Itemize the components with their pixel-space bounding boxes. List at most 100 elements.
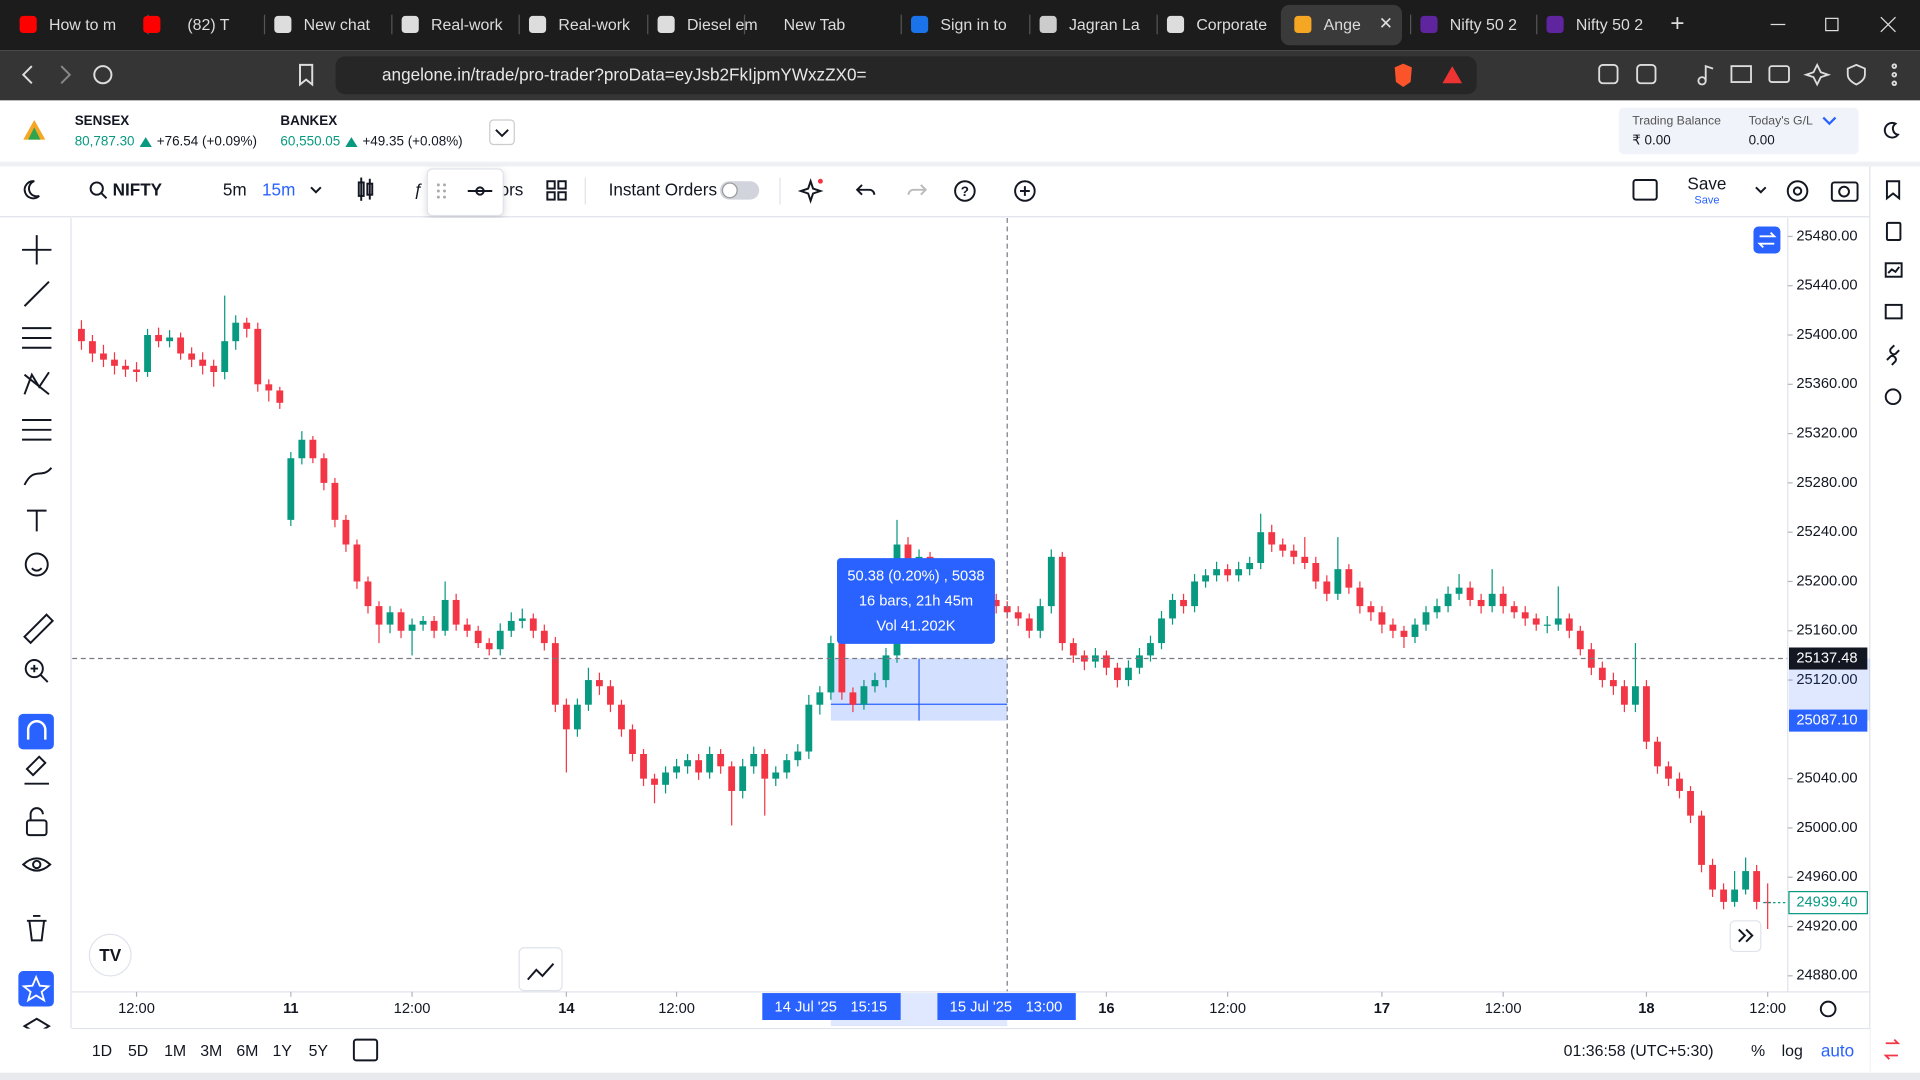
range-button[interactable]: 5Y: [309, 1043, 329, 1060]
range-button[interactable]: 1D: [92, 1043, 112, 1060]
save-menu[interactable]: [1755, 186, 1767, 194]
fullscreen[interactable]: [1632, 179, 1658, 201]
range-button[interactable]: 5D: [128, 1043, 148, 1060]
candle-body: [1246, 562, 1254, 570]
back[interactable]: [21, 65, 33, 84]
tab-title[interactable]: Sign in to: [940, 17, 1006, 34]
favorites[interactable]: [18, 971, 54, 1007]
trading-panel[interactable]: [518, 947, 563, 992]
range-button[interactable]: 3M: [200, 1043, 222, 1060]
range-button[interactable]: 1M: [164, 1043, 186, 1060]
tab-title[interactable]: Corporate: [1196, 17, 1267, 34]
save[interactable]: Save: [1687, 173, 1726, 193]
magnet[interactable]: [18, 713, 54, 750]
interval-menu[interactable]: [310, 186, 322, 194]
close-tab[interactable]: ✕: [1379, 13, 1393, 33]
candle-body: [1665, 766, 1672, 779]
label: Today's G/L: [1749, 113, 1813, 127]
redo[interactable]: [907, 184, 928, 196]
candle-body: [1345, 569, 1353, 588]
new-tab[interactable]: +: [1670, 10, 1684, 37]
log[interactable]: log: [1782, 1043, 1803, 1060]
drag-handle: [436, 183, 446, 199]
candle-body: [1279, 544, 1287, 551]
tooltip-line: 50.38 (0.20%) , 5038: [847, 568, 984, 584]
candle-body: [1609, 680, 1617, 687]
candle-body: [1499, 593, 1507, 607]
maximize[interactable]: [1825, 17, 1839, 32]
toggle-panel[interactable]: [1883, 1038, 1901, 1060]
close-window[interactable]: [1880, 16, 1896, 33]
symbol[interactable]: NIFTY: [113, 180, 163, 200]
brave-icon[interactable]: [1394, 63, 1412, 87]
sync[interactable]: [1753, 226, 1781, 254]
candle-body: [805, 704, 813, 752]
tab-title[interactable]: New Tab: [784, 17, 846, 34]
candle-body: [1709, 864, 1716, 890]
candle-body: [419, 620, 427, 625]
candle-body: [1411, 624, 1419, 637]
tab-title[interactable]: New chat: [304, 17, 371, 34]
interval[interactable]: 5m: [223, 180, 247, 200]
candle-body: [1455, 587, 1463, 594]
undo[interactable]: [855, 184, 876, 196]
axis-settings[interactable]: [1819, 1000, 1837, 1018]
layouts[interactable]: [546, 180, 567, 201]
settings[interactable]: [1786, 180, 1809, 202]
alert[interactable]: [1014, 180, 1036, 202]
range-button[interactable]: 1Y: [272, 1043, 292, 1060]
snapshot[interactable]: [1830, 181, 1859, 202]
last-price: 24939.40: [1796, 894, 1857, 910]
help[interactable]: [954, 180, 976, 202]
candle-body: [1025, 618, 1033, 631]
bookmark[interactable]: [299, 63, 314, 87]
tab-title[interactable]: How to m: [49, 17, 116, 34]
price-label-bg: [1788, 890, 1868, 915]
candle-body: [1676, 778, 1683, 791]
chevron[interactable]: [1822, 116, 1837, 126]
candle-body: [1036, 606, 1044, 631]
tab-title[interactable]: Real-work: [558, 17, 630, 34]
tools[interactable]: [21, 235, 55, 1042]
theme-toggle[interactable]: [23, 180, 40, 200]
search[interactable]: [89, 181, 104, 196]
url-field[interactable]: [335, 56, 1477, 95]
interval-active[interactable]: 15m: [262, 180, 295, 200]
tab-title[interactable]: Nifty 50 2: [1450, 17, 1517, 34]
active-tab[interactable]: [1280, 4, 1403, 46]
tab-icon: [528, 15, 547, 34]
tab-title[interactable]: Ange: [1324, 17, 1361, 34]
ai[interactable]: [797, 178, 824, 204]
dropdown[interactable]: [489, 119, 515, 146]
auto[interactable]: auto: [1821, 1040, 1854, 1060]
rewards-icon[interactable]: [1442, 66, 1463, 84]
theme[interactable]: [1883, 121, 1900, 139]
floating-widget[interactable]: [426, 168, 504, 217]
reload[interactable]: [93, 65, 113, 85]
tab-title[interactable]: Nifty 50 2: [1576, 17, 1643, 34]
y-tick-label: 25240.00: [1796, 524, 1857, 540]
forward[interactable]: [60, 65, 72, 84]
tab-icon: [1039, 15, 1057, 34]
candle-body: [827, 643, 835, 693]
tv-logo[interactable]: [88, 933, 132, 977]
tab-title[interactable]: Real-work: [431, 17, 503, 34]
tab-title[interactable]: Jagran La: [1069, 17, 1140, 34]
indicators[interactable]: ors: [500, 180, 524, 200]
sidebar-icons[interactable]: [1884, 180, 1903, 406]
right-sidebar: [1869, 166, 1920, 1080]
tooltip-line: Vol 41.202K: [876, 619, 955, 635]
percent[interactable]: %: [1751, 1043, 1765, 1060]
candle-body: [1400, 630, 1408, 637]
candle-body: [518, 618, 526, 621]
balance-box[interactable]: [1618, 107, 1859, 155]
candle-body: [1367, 606, 1375, 613]
indicator-icon[interactable]: ƒ: [414, 180, 424, 200]
range-button[interactable]: 6M: [236, 1043, 258, 1060]
tab-title[interactable]: (82) T: [187, 17, 229, 34]
tab-title[interactable]: Diesel em: [687, 17, 758, 34]
candle-type[interactable]: [357, 177, 374, 201]
x-tick-label: 17: [1374, 1001, 1390, 1017]
date-range[interactable]: [352, 1038, 379, 1062]
candle-body: [254, 328, 262, 385]
